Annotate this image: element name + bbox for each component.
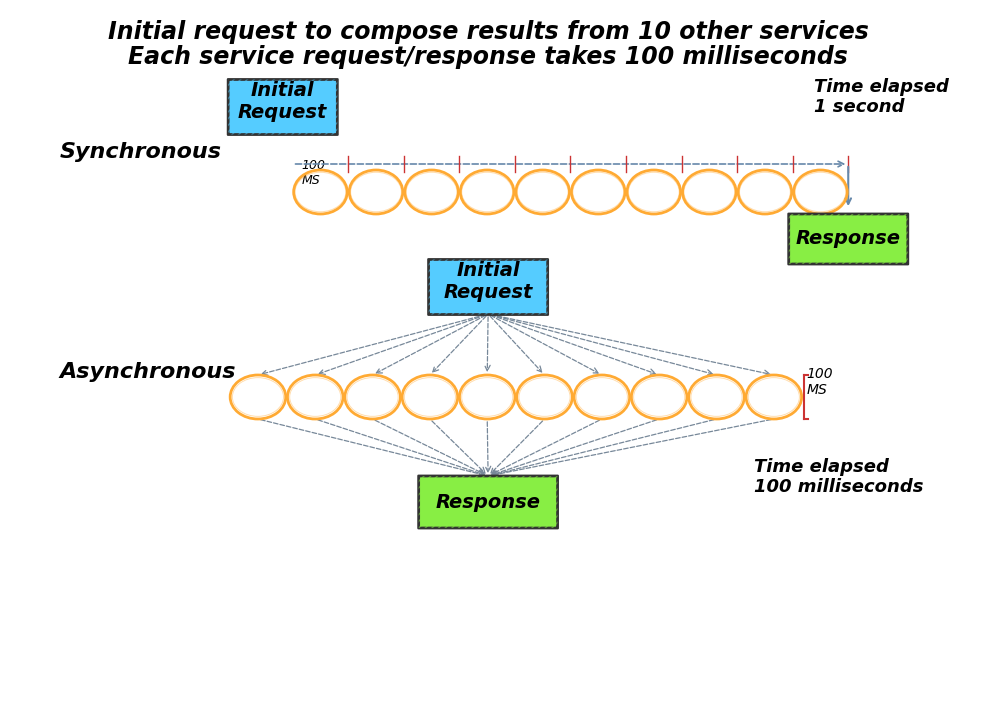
- Text: Initial
Request: Initial Request: [238, 81, 328, 122]
- FancyBboxPatch shape: [418, 476, 558, 528]
- FancyBboxPatch shape: [429, 259, 548, 315]
- FancyBboxPatch shape: [789, 214, 908, 264]
- Text: 100
MS: 100 MS: [807, 367, 833, 397]
- Text: Response: Response: [436, 493, 540, 511]
- Text: 100
MS: 100 MS: [302, 159, 326, 187]
- Text: Response: Response: [796, 230, 900, 248]
- Text: Initial request to compose results from 10 other services: Initial request to compose results from …: [107, 20, 869, 44]
- Text: Time elapsed
1 second: Time elapsed 1 second: [814, 78, 949, 117]
- FancyBboxPatch shape: [228, 79, 338, 134]
- Text: Asynchronous: Asynchronous: [59, 362, 236, 382]
- Text: Synchronous: Synchronous: [59, 142, 221, 162]
- Text: Each service request/response takes 100 milliseconds: Each service request/response takes 100 …: [128, 45, 848, 69]
- Text: Time elapsed
100 milliseconds: Time elapsed 100 milliseconds: [754, 457, 924, 496]
- Text: Initial
Request: Initial Request: [444, 262, 532, 303]
